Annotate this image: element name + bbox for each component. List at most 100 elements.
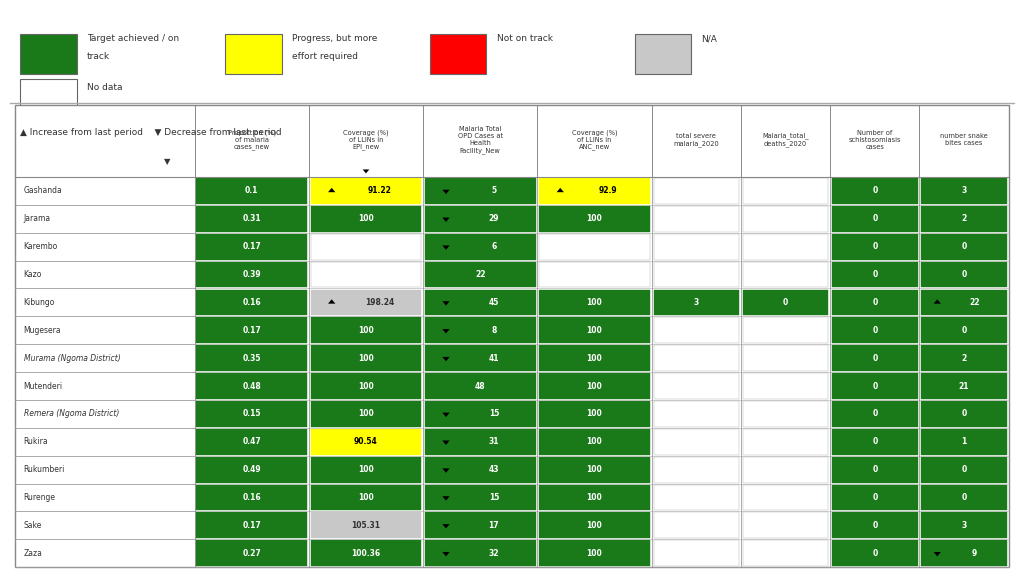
Text: 0.17: 0.17 xyxy=(243,521,261,530)
Bar xyxy=(742,234,828,259)
Text: 0: 0 xyxy=(962,409,967,418)
Text: 43: 43 xyxy=(488,465,500,474)
Bar xyxy=(15,288,195,316)
Bar xyxy=(15,455,195,483)
Text: 0.15: 0.15 xyxy=(243,409,261,418)
Bar xyxy=(425,262,536,287)
Bar xyxy=(742,512,828,538)
Text: 100: 100 xyxy=(587,437,602,446)
Text: 0: 0 xyxy=(872,381,878,390)
Text: 0.16: 0.16 xyxy=(243,493,261,502)
Text: 0: 0 xyxy=(872,493,878,502)
Bar xyxy=(20,34,77,74)
Text: Murama (Ngoma District): Murama (Ngoma District) xyxy=(24,353,120,363)
Polygon shape xyxy=(934,299,941,304)
Text: 100: 100 xyxy=(358,465,374,474)
Bar xyxy=(540,178,650,204)
Bar xyxy=(922,484,1007,510)
Bar xyxy=(540,373,650,399)
Text: 0.31: 0.31 xyxy=(243,214,261,223)
Text: 0.39: 0.39 xyxy=(243,270,261,279)
Polygon shape xyxy=(442,329,450,333)
Bar xyxy=(922,512,1007,538)
Bar xyxy=(15,400,195,428)
Bar xyxy=(310,373,421,399)
Text: 0: 0 xyxy=(872,186,878,196)
Bar xyxy=(922,540,1007,566)
Bar xyxy=(831,290,918,315)
Text: 0: 0 xyxy=(872,298,878,307)
Bar xyxy=(922,290,1007,315)
Text: N/A: N/A xyxy=(701,34,718,43)
Bar xyxy=(653,262,739,287)
Text: 0: 0 xyxy=(872,549,878,557)
Bar xyxy=(920,105,1009,177)
Bar xyxy=(830,105,920,177)
Text: 90.54: 90.54 xyxy=(354,437,378,446)
Bar xyxy=(922,206,1007,232)
Bar xyxy=(922,317,1007,343)
Bar xyxy=(197,290,307,315)
Bar xyxy=(922,178,1007,204)
Bar xyxy=(15,105,195,177)
Bar xyxy=(197,317,307,343)
Text: 22: 22 xyxy=(475,270,485,279)
Text: Gashanda: Gashanda xyxy=(24,186,62,196)
Polygon shape xyxy=(328,188,335,192)
Bar xyxy=(831,429,918,455)
Bar xyxy=(742,345,828,371)
Bar xyxy=(540,234,650,259)
Bar xyxy=(540,345,650,371)
Text: Proportion (%)
of malaria
cases_new: Proportion (%) of malaria cases_new xyxy=(227,129,275,150)
Text: total severe
malaria_2020: total severe malaria_2020 xyxy=(674,133,719,146)
Text: 0: 0 xyxy=(872,437,878,446)
Bar xyxy=(922,457,1007,483)
Bar xyxy=(922,234,1007,259)
Text: 100: 100 xyxy=(587,298,602,307)
Text: number snake
bites cases: number snake bites cases xyxy=(940,133,988,146)
Text: 5: 5 xyxy=(492,186,497,196)
Text: 100: 100 xyxy=(587,381,602,390)
Bar xyxy=(425,512,536,538)
Text: 22: 22 xyxy=(970,298,980,307)
Text: 100: 100 xyxy=(358,326,374,335)
Bar xyxy=(310,401,421,427)
Bar xyxy=(225,34,282,74)
Bar xyxy=(423,105,538,177)
Bar xyxy=(309,105,423,177)
Text: 0.27: 0.27 xyxy=(243,549,261,557)
Text: 0: 0 xyxy=(872,465,878,474)
Text: Progress, but more: Progress, but more xyxy=(292,34,377,43)
Bar xyxy=(742,317,828,343)
Bar xyxy=(15,511,195,539)
Bar xyxy=(831,234,918,259)
Bar xyxy=(922,401,1007,427)
Bar xyxy=(15,483,195,511)
Bar xyxy=(742,262,828,287)
Bar xyxy=(653,178,739,204)
Bar xyxy=(653,345,739,371)
Polygon shape xyxy=(442,357,450,361)
Bar xyxy=(831,317,918,343)
Text: 100: 100 xyxy=(587,549,602,557)
Text: 100: 100 xyxy=(358,493,374,502)
Polygon shape xyxy=(557,188,564,192)
Text: ▲ Increase from last period    ▼ Decrease from last period: ▲ Increase from last period ▼ Decrease f… xyxy=(20,128,282,137)
Bar xyxy=(922,262,1007,287)
Text: 91.22: 91.22 xyxy=(368,186,391,196)
Bar xyxy=(197,429,307,455)
Bar xyxy=(20,79,77,111)
Text: 45: 45 xyxy=(488,298,499,307)
Text: 0: 0 xyxy=(872,326,878,335)
Bar xyxy=(197,512,307,538)
Bar xyxy=(653,290,739,315)
Bar xyxy=(540,540,650,566)
Text: 15: 15 xyxy=(488,493,499,502)
Bar xyxy=(310,206,421,232)
Bar xyxy=(15,428,195,455)
Bar xyxy=(831,401,918,427)
Bar xyxy=(425,317,536,343)
Bar xyxy=(197,234,307,259)
Polygon shape xyxy=(442,469,450,473)
Text: 100: 100 xyxy=(587,409,602,418)
